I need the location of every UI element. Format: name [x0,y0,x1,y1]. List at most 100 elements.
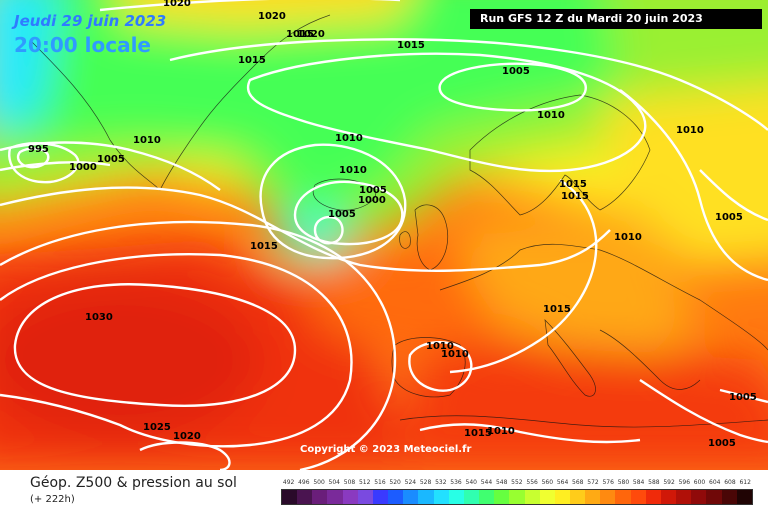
scale-tick-label: 604 [709,479,721,486]
scale-tick-label: 560 [541,479,554,486]
scale-tick-label: 516 [374,479,386,486]
isobar-label: 1010 [426,341,454,352]
yellow-scandinavia [600,84,768,270]
isobar-label: 1010 [335,133,363,144]
red-mediterranean [400,340,768,470]
scale-tick-label: 564 [556,479,569,486]
copyright-text: Copyright © 2023 Meteociel.fr [300,444,472,455]
scale-color-swatch [342,490,358,504]
color-scale-ticks: 492 496 500 504 508 512 516 520 524 528 532 536 540 5… [281,478,753,488]
scale-color-swatch [403,490,419,504]
isobars [0,0,768,470]
isobar-labels: 1020 1020 1020 1015 1015 1015 1005 1010 … [28,0,757,449]
isobar-label: 1015 [286,29,314,40]
scale-color-swatch [554,490,570,504]
scale-tick-label: 492 [282,479,295,486]
isobar-label: 1010 [487,426,515,437]
isobar-label: 1015 [397,40,425,51]
scale-tick-label: 512 [358,479,371,486]
red-core-atlantic [0,280,260,440]
forecast-lead-time: (+ 222h) [30,494,75,505]
isobar-label: 1005 [715,212,743,223]
isobar-label: 1020 [163,0,191,9]
scale-tick-label: 576 [602,479,614,486]
scale-color-swatch [312,490,328,504]
scale-color-swatch [615,490,631,504]
isobar-1025 [0,253,353,448]
scale-tick-label: 584 [632,479,645,486]
isobar-1030-high [13,283,297,407]
isobar-995-greenland [16,147,50,169]
europe-coast [439,243,768,351]
scale-tick-label: 528 [419,479,432,486]
isobar-1020-south-bottom [139,441,231,470]
isobar-label: 1010 [339,165,367,176]
scale-color-swatch [539,490,555,504]
cyan-greenland [0,0,58,127]
scale-color-swatch [706,490,722,504]
scale-tick-label: 500 [313,479,325,486]
scale-tick-label: 556 [526,479,538,486]
italy-coast [544,319,596,397]
isobar-label: 1015 [238,55,266,66]
scale-tick-label: 572 [587,479,599,486]
isobar-1005-scandinavia-high [438,62,587,112]
forecast-date: Jeudi 29 juin 2023 [14,12,167,30]
scale-tick-label: 544 [480,479,493,486]
isobar-1020-north [99,0,400,12]
isobar-1015-east [619,89,768,282]
scale-tick-label: 548 [495,479,508,486]
scale-color-swatch [372,490,389,504]
scale-tick-label: 608 [724,479,736,486]
isobar-label: 1015 [464,428,492,439]
scale-tick-label: 536 [450,479,462,486]
isobar-label: 1020 [173,431,201,442]
isobar-label: 1010 [614,232,642,243]
scale-color-swatch [736,490,752,504]
isobar-1015-europe [449,179,598,374]
scale-color-swatch [585,490,601,504]
scale-color-swatch [645,490,661,504]
scale-color-swatch [433,490,449,504]
isobar-label: 1005 [359,185,387,196]
scale-color-swatch [479,490,495,504]
scale-tick-label: 568 [572,479,584,486]
isobar-label: 1010 [133,135,161,146]
scale-color-swatch [721,490,737,504]
forecast-time: 20:00 locale [14,33,151,57]
z500-color-field [0,0,768,470]
greenland-coast [29,14,331,191]
scale-color-swatch [509,490,525,504]
scandinavia-coast [469,94,651,216]
isobar-1000-greenland [8,142,80,184]
isobar-1000-iceland-low [313,216,344,245]
isobar-1005-southeast [719,388,768,404]
isobar-1010-mediterranean [408,341,473,392]
british-isles-coast [399,204,449,271]
scale-tick-label: 612 [739,479,751,486]
isobar-1005-east [699,169,768,222]
isobar-label: 995 [28,144,49,155]
scale-tick-label: 596 [678,479,691,486]
isobar-label: 1000 [358,195,386,206]
isobar-1015-north [169,38,768,131]
isobar-label: 1015 [561,191,589,202]
scale-color-swatch [660,490,677,504]
isobar-label: 1005 [502,66,530,77]
map-title: Géop. Z500 & pression au sol [30,475,237,491]
scale-tick-label: 580 [617,479,630,486]
scale-color-swatch [691,490,707,504]
isobar-label: 1020 [258,11,286,22]
scale-tick-label: 496 [298,479,310,486]
isobar-1010-southeast [639,379,768,444]
scale-tick-label: 504 [328,479,340,486]
scale-color-swatch [463,490,480,504]
isobar-1010-north [246,52,647,173]
isobar-label: 1010 [537,110,565,121]
legend-footer: Géop. Z500 & pression au sol (+ 222h) 49… [0,470,768,512]
orange-central-europe [450,220,700,380]
scale-color-swatch [524,490,540,504]
scale-color-swatch [418,490,434,504]
scale-tick-label: 508 [343,479,356,486]
scale-tick-label: 600 [693,479,706,486]
